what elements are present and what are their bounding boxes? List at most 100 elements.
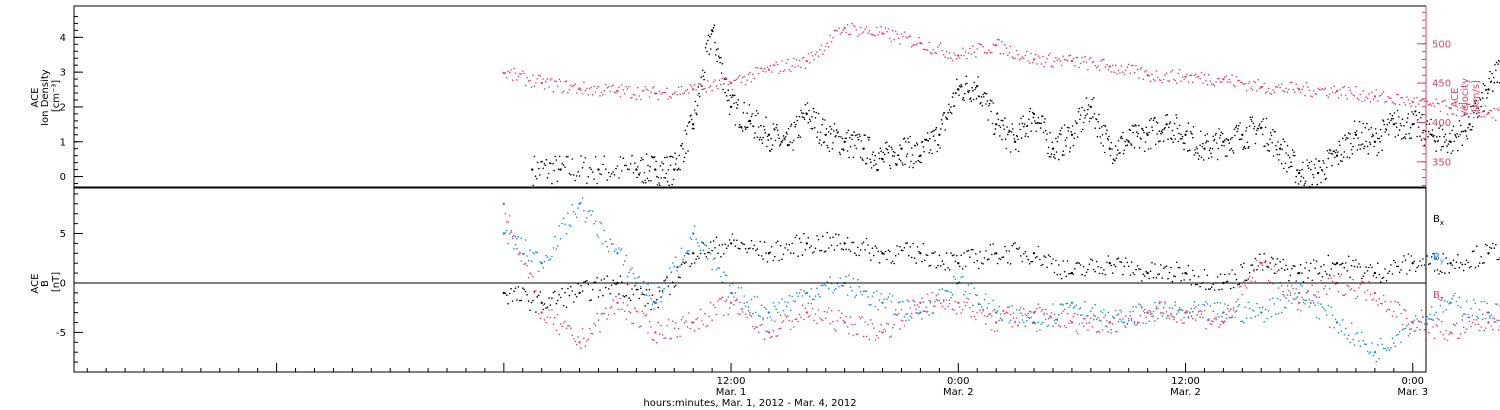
ion-density-dot [1358,144,1360,146]
bx-dot [1020,255,1022,257]
ion-density-dot [1253,128,1255,130]
velocity-dot [1444,99,1446,102]
ion-density-dot [902,164,904,166]
ion-density-dot [1493,81,1496,84]
by-dot [1430,306,1433,308]
bz-dot [711,319,713,322]
bx-dot [1079,264,1082,266]
bx-dot [928,265,930,267]
ion-density-dot [993,133,996,135]
bx-dot [963,252,965,254]
by-dot [807,302,810,305]
bx-dot [1445,257,1447,259]
ion-density-dot [1122,131,1124,134]
by-dot [573,210,575,213]
bz-dot [750,315,753,318]
ion-density-dot [888,145,890,147]
velocity-dot [827,46,830,48]
by-dot [1060,303,1063,305]
velocity-dot [1422,98,1424,101]
bx-dot [581,290,584,292]
bx-dot [558,293,560,296]
bx-dot [1065,275,1067,278]
velocity-point [843,26,846,30]
bz-dot [650,326,652,328]
by-dot [988,302,990,305]
ion-density-dot [1167,138,1169,140]
ion-density-dot [867,139,870,141]
velocity-dot [1085,61,1088,63]
by-dot [1283,306,1286,309]
ion-density-dot [861,158,863,160]
velocity-dot [852,24,855,27]
bx-point [1297,271,1301,275]
ion-density-dot [1261,133,1264,136]
bx-dot [1056,273,1059,276]
velocity-dot [1130,64,1133,67]
ion-density-dot [713,24,716,27]
ion-density-dot [900,160,902,162]
ion-density-dot [917,159,919,162]
ion-density-dot [664,177,667,179]
ion-density-point [1354,133,1358,136]
bx-dot [1347,255,1350,258]
ion-density-dot [625,164,627,167]
bx-dot [980,262,983,264]
by-dot [532,251,534,254]
by-dot [1327,304,1330,307]
ion-density-dot [1471,125,1474,128]
by-dot [1441,296,1443,299]
by-dot [839,277,842,280]
velocity-dot [1221,81,1223,83]
velocity-dot [526,76,528,79]
by-dot [1237,305,1239,308]
velocity-dot [1310,95,1312,97]
velocity-dot [1074,64,1076,67]
by-dot [707,258,709,260]
ion-density-dot [1435,150,1437,152]
ion-density-dot [1107,139,1110,141]
ion-density-dot [606,179,609,181]
velocity-dot [660,93,662,95]
velocity-dot [695,89,697,91]
ion-density-dot [1353,120,1356,122]
ion-density-dot [1037,116,1040,119]
ion-density-dot [997,118,1000,121]
bx-dot [1324,270,1327,273]
by-dot [1467,313,1469,316]
velocity-dot [782,70,785,73]
ion-density-dot [1264,126,1267,129]
bx-dot [1406,273,1408,275]
bx-point [919,252,922,255]
ion-density-dot [740,125,743,128]
velocity-dot [929,51,932,54]
bx-dot [1266,265,1268,268]
velocity-dot [1181,76,1184,78]
ion-density-dot [1350,142,1352,145]
velocity-dot [1171,69,1174,72]
ion-density-dot [1162,140,1165,142]
velocity-dot [1237,80,1239,82]
bx-point [1449,262,1452,265]
velocity-dot [1343,85,1346,88]
velocity-dot [1202,82,1204,84]
velocity-dot [1101,59,1104,61]
velocity-dot [661,92,664,94]
ion-density-point [1430,133,1433,136]
velocity-dot [983,51,986,54]
velocity-dot [958,57,961,59]
by-dot [1363,343,1366,345]
ion-density-dot [802,112,804,115]
ion-density-dot [1197,152,1199,154]
by-dot [829,276,831,279]
bx-dot [1235,278,1238,281]
ion-density-dot [905,155,908,158]
by-dot [1323,307,1325,310]
ion-density-dot [1479,99,1482,101]
bx-dot [1363,272,1366,274]
ion-density-dot [693,127,695,130]
bx-dot [1187,264,1190,267]
bz-dot [763,338,766,341]
by-dot [1050,316,1053,319]
by-dot [1036,330,1038,333]
